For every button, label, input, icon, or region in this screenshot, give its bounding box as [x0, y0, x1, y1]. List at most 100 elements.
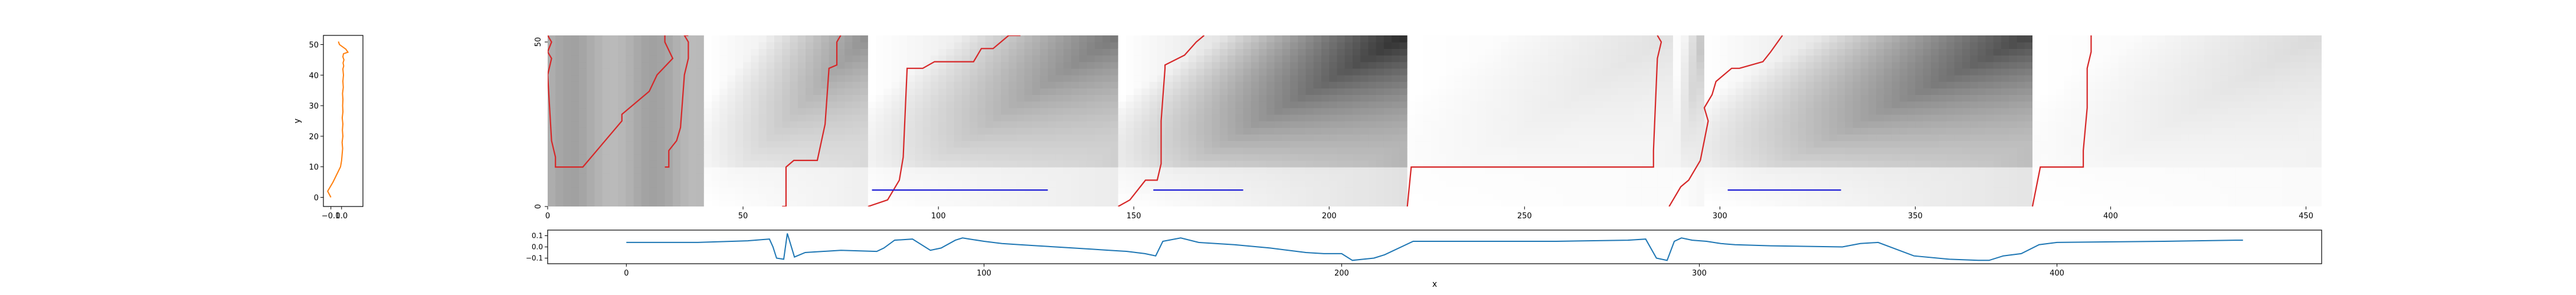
heatmap-cell	[1376, 147, 1384, 155]
heatmap-cell	[1798, 94, 1806, 102]
heatmap-cell	[1360, 121, 1369, 128]
heatmap-cell	[633, 35, 642, 42]
heatmap-cell	[751, 160, 760, 168]
heatmap-cell	[1095, 153, 1103, 161]
heatmap-cell	[1274, 153, 1283, 161]
heatmap-cell	[899, 121, 908, 128]
heatmap-cell	[1618, 101, 1626, 109]
heatmap-cell	[1939, 193, 1947, 201]
heatmap-cell	[555, 134, 564, 142]
heatmap-cell	[954, 199, 963, 206]
heatmap-cell	[2001, 199, 2009, 206]
heatmap-cell	[735, 88, 744, 95]
heatmap-cell	[1493, 180, 1502, 188]
heatmap-cell	[813, 199, 821, 206]
heatmap-cell	[766, 153, 775, 161]
heatmap-cell	[806, 48, 814, 56]
heatmap-cell	[1415, 160, 1423, 168]
heatmap-cell	[1540, 153, 1549, 161]
heatmap-cell	[633, 199, 642, 206]
heatmap-cell	[821, 193, 830, 201]
heatmap-cell	[548, 173, 556, 181]
heatmap-cell	[1173, 81, 1181, 88]
heatmap-cell	[1438, 140, 1447, 148]
heatmap-cell	[1672, 48, 1681, 56]
heatmap-cell	[1368, 186, 1377, 194]
heatmap-cell	[852, 173, 861, 181]
heatmap-cell	[712, 55, 720, 63]
heatmap-cell	[1173, 42, 1181, 49]
heatmap-cell	[1274, 134, 1283, 142]
heatmap-cell	[2024, 88, 2033, 95]
heatmap-cell	[1775, 81, 1783, 88]
heatmap-cell	[1329, 167, 1337, 174]
heatmap-cell	[672, 35, 681, 42]
heatmap-cell	[1845, 193, 1853, 201]
heatmap-cell	[1641, 186, 1650, 194]
heatmap-cell	[1626, 94, 1635, 102]
heatmap-cell	[1993, 134, 2002, 142]
heatmap-cell	[1587, 81, 1595, 88]
heatmap-cell	[1806, 35, 1814, 42]
heatmap-cell	[1821, 140, 1830, 148]
heatmap-cell	[1055, 42, 1064, 49]
heatmap-cell	[1016, 35, 1025, 42]
heatmap-cell	[1571, 114, 1580, 122]
heatmap-cell	[930, 140, 939, 148]
heatmap-cell	[868, 88, 876, 95]
heatmap-cell	[1383, 81, 1392, 88]
heatmap-cell	[1517, 42, 1525, 49]
heatmap-cell	[1353, 88, 1361, 95]
heatmap-cell	[1532, 107, 1541, 115]
heatmap-cell	[618, 48, 626, 56]
heatmap-cell	[985, 147, 994, 155]
heatmap-cell	[970, 107, 978, 115]
heatmap-cell	[1712, 121, 1720, 128]
heatmap-cell	[1282, 88, 1291, 95]
heatmap-cell	[954, 127, 963, 135]
heatmap-cell	[1759, 199, 1767, 206]
heatmap-cell	[1469, 61, 1478, 69]
heatmap-cell	[1173, 147, 1181, 155]
heatmap-cell	[2001, 153, 2009, 161]
heatmap-cell	[680, 140, 689, 148]
heatmap-cell	[782, 101, 791, 109]
heatmap-cell	[1095, 140, 1103, 148]
heatmap-cell	[845, 55, 853, 63]
heatmap-cell	[1978, 81, 1986, 88]
heatmap-cell	[587, 48, 595, 56]
heatmap-cell	[1009, 199, 1017, 206]
heatmap-cell	[1079, 153, 1088, 161]
heatmap-cell	[1946, 101, 1955, 109]
heatmap-cell	[1563, 121, 1572, 128]
heatmap-cell	[1611, 48, 1619, 56]
heatmap-cell	[2017, 114, 2025, 122]
heatmap-cell	[1821, 121, 1830, 128]
heatmap-cell	[1392, 173, 1400, 181]
heatmap-cell	[1837, 68, 1845, 76]
heatmap-cell	[790, 193, 798, 201]
heatmap-cell	[1392, 167, 1400, 174]
heatmap-cell	[1212, 140, 1220, 148]
heatmap-cell	[1407, 48, 1416, 56]
heatmap-cell	[1282, 134, 1291, 142]
heatmap-cell	[954, 61, 963, 69]
heatmap-cell	[618, 160, 626, 168]
heatmap-cell	[1438, 114, 1447, 122]
heatmap-cell	[915, 167, 924, 174]
heatmap-cell	[1024, 42, 1033, 49]
heatmap-cell	[1696, 134, 1705, 142]
heatmap-cell	[1337, 147, 1346, 155]
heatmap-cell	[751, 114, 760, 122]
heatmap-cell	[1868, 134, 1877, 142]
heatmap-cell	[1344, 55, 1353, 63]
heatmap-cell	[1376, 68, 1384, 76]
heatmap-cell	[665, 48, 673, 56]
heatmap-cell	[751, 88, 760, 95]
heatmap-cell	[571, 101, 580, 109]
heatmap-cell	[1602, 61, 1611, 69]
heatmap-cell	[1469, 186, 1478, 194]
heatmap-cell	[579, 81, 587, 88]
heatmap-cell	[1274, 42, 1283, 49]
heatmap-cell	[1743, 173, 1752, 181]
